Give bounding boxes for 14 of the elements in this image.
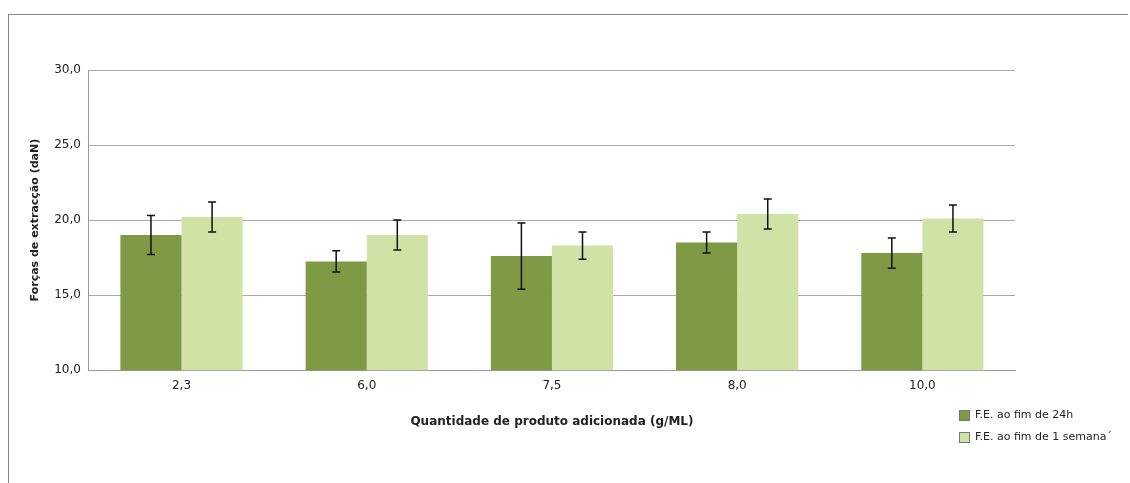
x-tick-label: 7,5 <box>542 377 562 392</box>
legend-label: F.E. ao fim de 1 semana´ <box>974 429 1112 445</box>
y-tick-label: 30,0 <box>54 62 81 77</box>
y-tick-label: 15,0 <box>54 287 81 302</box>
x-tick-label: 10,0 <box>909 377 936 392</box>
y-tick-label: 25,0 <box>54 137 81 152</box>
y-tick-label: 20,0 <box>54 212 81 227</box>
x-tick-label: 2,3 <box>171 377 192 392</box>
y-tick-label: 10,0 <box>54 362 81 377</box>
legend-label: F.E. ao fim de 24h <box>974 407 1074 423</box>
y-axis-title: Forças de extracção (daN) <box>28 138 42 302</box>
x-tick-label: 8,0 <box>727 377 747 392</box>
x-axis-title: Quantidade de produto adicionada (g/ML) <box>410 413 694 428</box>
x-tick-label: 6,0 <box>357 377 377 392</box>
